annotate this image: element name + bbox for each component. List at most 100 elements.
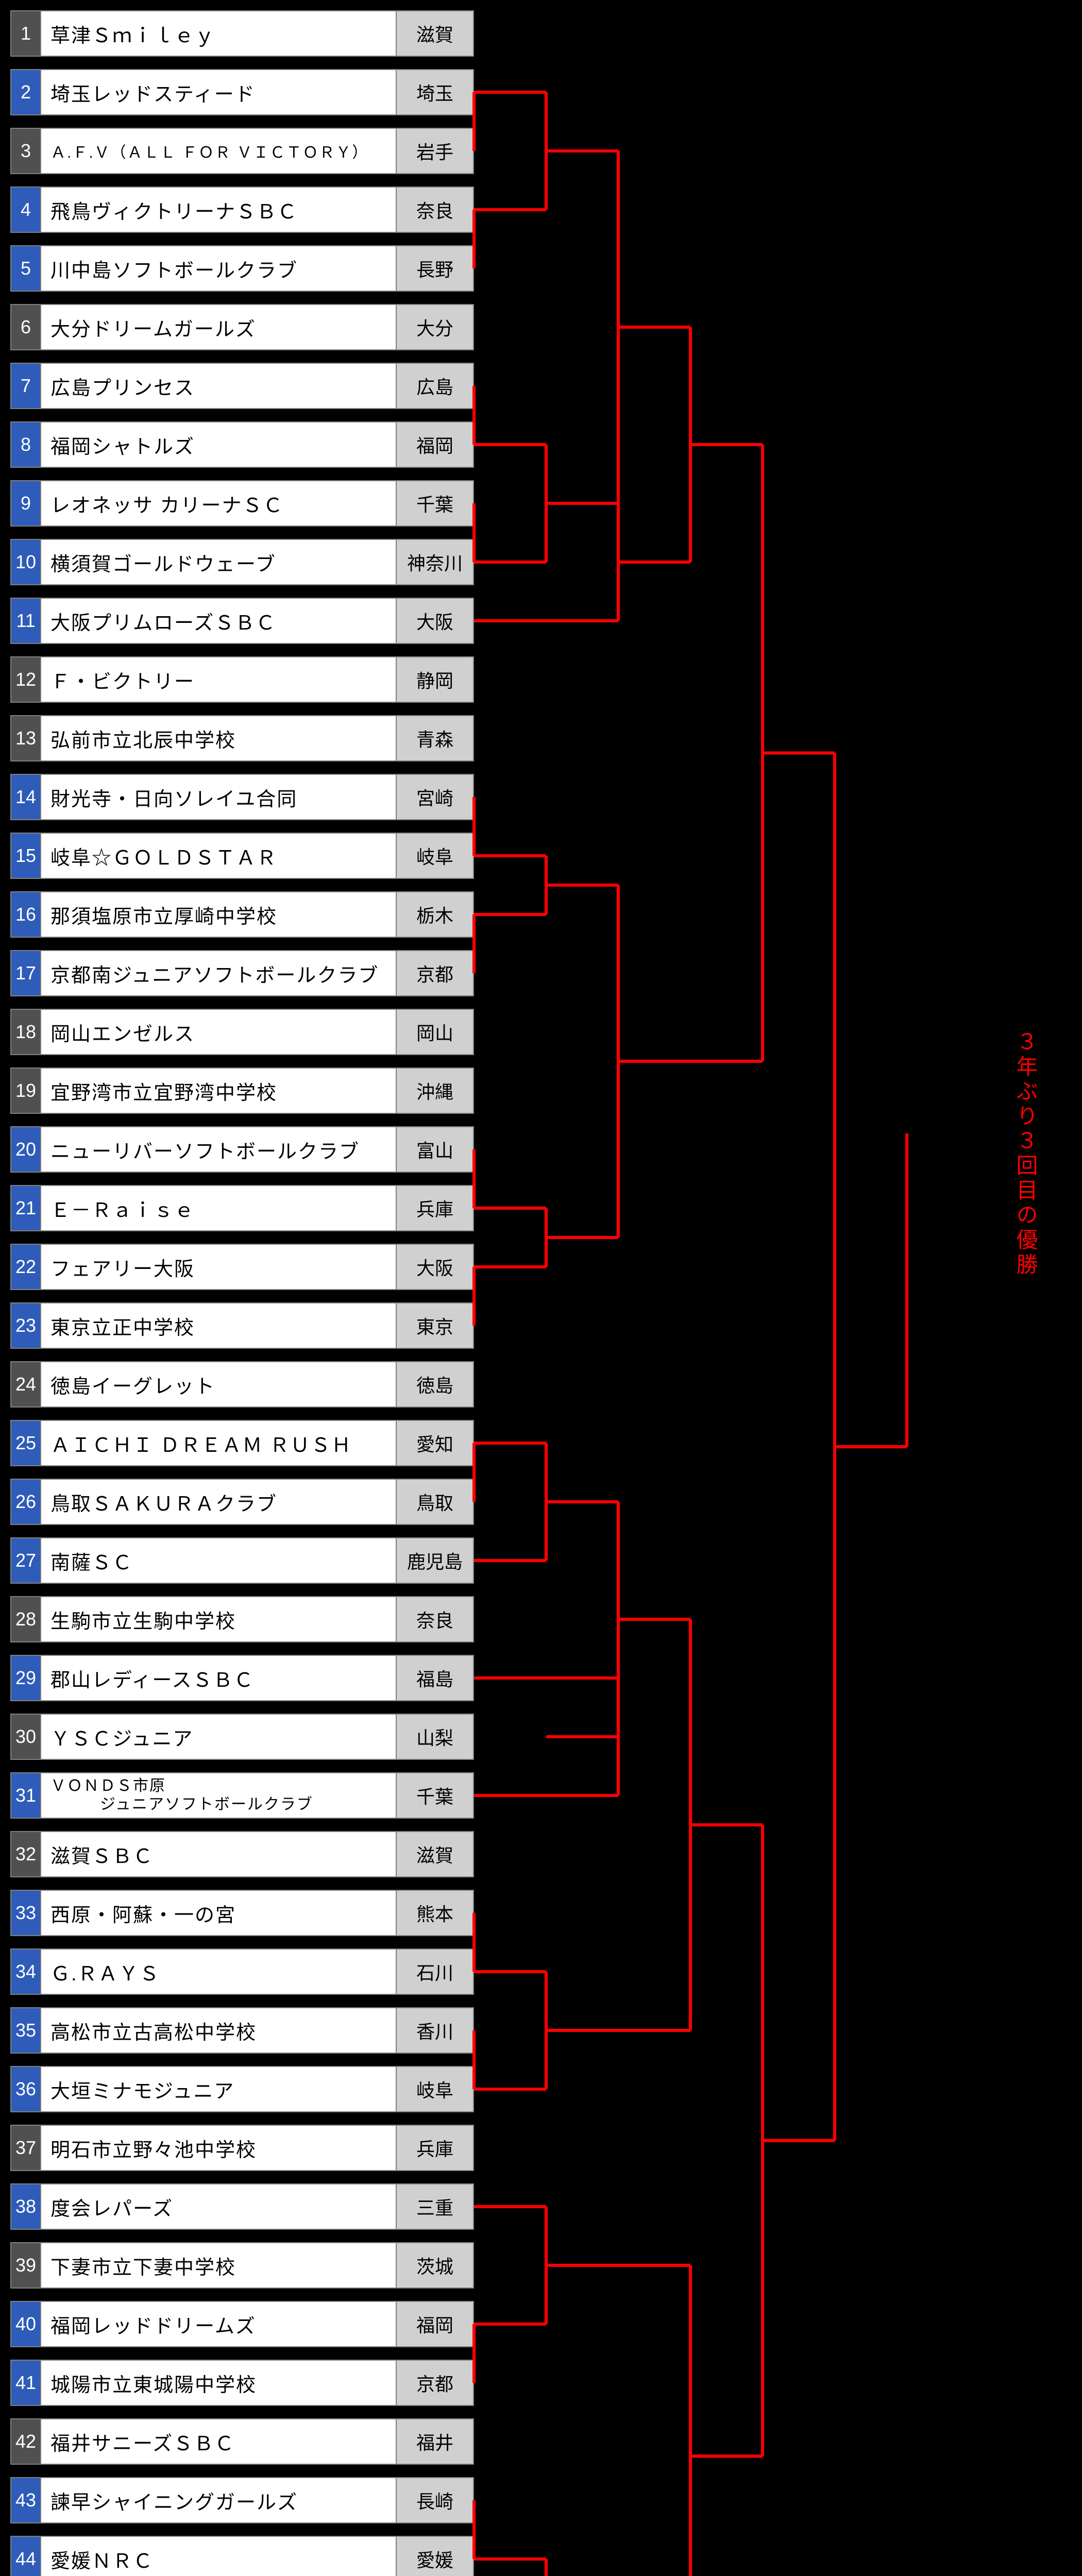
team-prefecture: 京都	[397, 950, 474, 996]
team-number: 44	[10, 2536, 41, 2576]
team-number: 37	[10, 2125, 41, 2171]
team-name: 生駒市立生駒中学校	[41, 1596, 397, 1642]
team-number: 2	[10, 69, 41, 115]
team-prefecture: 大阪	[397, 1244, 474, 1290]
team-prefecture: 滋賀	[397, 10, 474, 57]
team-name: 川中島ソフトボールクラブ	[41, 245, 397, 292]
team-prefecture: 愛媛	[397, 2536, 474, 2576]
team-name: 南薩ＳＣ	[41, 1537, 397, 1584]
team-row: 33西原・阿蘇・一の宮熊本	[10, 1890, 474, 1936]
team-name: ＶＯＮＤＳ市原 ジュニアソフトボールクラブ	[41, 1772, 397, 1819]
team-name: 広島プリンセス	[41, 363, 397, 409]
team-number: 36	[10, 2066, 41, 2112]
team-name: 郡山レディースＳＢＣ	[41, 1655, 397, 1701]
team-name: 下妻市立下妻中学校	[41, 2242, 397, 2289]
team-row: 3Ａ.Ｆ.Ｖ（ＡＬＬ ＦＯＲ ＶＩＣＴＯＲＹ）岩手	[10, 128, 474, 174]
team-row: 15岐阜☆ＧＯＬＤＳＴＡＲ岐阜	[10, 833, 474, 879]
team-row: 23東京立正中学校東京	[10, 1302, 474, 1349]
team-row: 13弘前市立北辰中学校青森	[10, 715, 474, 761]
team-name: 京都南ジュニアソフトボールクラブ	[41, 950, 397, 996]
team-number: 22	[10, 1244, 41, 1290]
team-name: レオネッサ カリーナＳＣ	[41, 480, 397, 527]
team-number: 3	[10, 128, 41, 174]
team-prefecture: 山梨	[397, 1714, 474, 1760]
team-number: 33	[10, 1890, 41, 1936]
team-number: 41	[10, 2360, 41, 2406]
team-number: 13	[10, 715, 41, 761]
team-number: 11	[10, 598, 41, 644]
team-row: 21Ｅ－Ｒａｉｓｅ兵庫	[10, 1185, 474, 1231]
team-number: 7	[10, 363, 41, 409]
team-name: 大垣ミナモジュニア	[41, 2066, 397, 2112]
team-row: 40福岡レッドドリームズ福岡	[10, 2301, 474, 2347]
team-row: 5川中島ソフトボールクラブ長野	[10, 245, 474, 292]
team-name: 大分ドリームガールズ	[41, 304, 397, 350]
team-name: 福岡シャトルズ	[41, 421, 397, 468]
team-name: 大阪プリムローズＳＢＣ	[41, 598, 397, 644]
team-prefecture: 奈良	[397, 187, 474, 233]
team-name: 徳島イーグレット	[41, 1361, 397, 1408]
team-prefecture: 大分	[397, 304, 474, 350]
team-number: 34	[10, 1948, 41, 1995]
team-name: フェアリー大阪	[41, 1244, 397, 1290]
team-prefecture: 青森	[397, 715, 474, 761]
team-row: 9レオネッサ カリーナＳＣ千葉	[10, 480, 474, 527]
team-prefecture: 長野	[397, 245, 474, 292]
team-number: 31	[10, 1772, 41, 1819]
team-row: 7広島プリンセス広島	[10, 363, 474, 409]
team-row: 42福井サニーズＳＢＣ福井	[10, 2418, 474, 2465]
team-row: 14財光寺・日向ソレイユ合同宮崎	[10, 774, 474, 820]
team-prefecture: 茨城	[397, 2242, 474, 2289]
team-number: 27	[10, 1537, 41, 1584]
team-number: 9	[10, 480, 41, 527]
team-name: ＡＩＣＨＩ ＤＲＥＡＭ ＲＵＳＨ	[41, 1420, 397, 1466]
team-number: 38	[10, 2183, 41, 2230]
team-number: 24	[10, 1361, 41, 1408]
team-prefecture: 岐阜	[397, 833, 474, 879]
team-name: 愛媛ＮＲＣ	[41, 2536, 397, 2576]
team-name: 高松市立古高松中学校	[41, 2007, 397, 2054]
team-prefecture: 兵庫	[397, 2125, 474, 2171]
team-row: 11大阪プリムローズＳＢＣ大阪	[10, 598, 474, 644]
team-row: 8福岡シャトルズ福岡	[10, 421, 474, 468]
team-name: 度会レパーズ	[41, 2183, 397, 2230]
team-name: 滋賀ＳＢＣ	[41, 1831, 397, 1877]
team-number: 10	[10, 539, 41, 585]
team-name: 明石市立野々池中学校	[41, 2125, 397, 2171]
team-prefecture: 京都	[397, 2360, 474, 2406]
team-row: 4飛鳥ヴィクトリーナＳＢＣ奈良	[10, 187, 474, 233]
team-prefecture: 奈良	[397, 1596, 474, 1642]
team-row: 18岡山エンゼルス岡山	[10, 1009, 474, 1055]
team-name: 飛鳥ヴィクトリーナＳＢＣ	[41, 187, 397, 233]
team-number: 30	[10, 1714, 41, 1760]
team-prefecture: 宮崎	[397, 774, 474, 820]
team-name: 西原・阿蘇・一の宮	[41, 1890, 397, 1936]
team-prefecture: 岡山	[397, 1009, 474, 1055]
team-number: 43	[10, 2477, 41, 2523]
team-name: Ａ.Ｆ.Ｖ（ＡＬＬ ＦＯＲ ＶＩＣＴＯＲＹ）	[41, 128, 397, 174]
team-prefecture: 鹿児島	[397, 1537, 474, 1584]
team-number: 19	[10, 1067, 41, 1114]
team-prefecture: 千葉	[397, 480, 474, 527]
team-row: 25ＡＩＣＨＩ ＤＲＥＡＭ ＲＵＳＨ愛知	[10, 1420, 474, 1466]
team-number: 15	[10, 833, 41, 879]
team-name: 埼玉レッドスティード	[41, 69, 397, 115]
team-prefecture: 福岡	[397, 421, 474, 468]
team-prefecture: 香川	[397, 2007, 474, 2054]
team-row: 35高松市立古高松中学校香川	[10, 2007, 474, 2054]
team-row: 1草津Ｓｍｉｌｅｙ滋賀	[10, 10, 474, 57]
team-number: 1	[10, 10, 41, 57]
team-prefecture: 福井	[397, 2418, 474, 2465]
team-name: 岐阜☆ＧＯＬＤＳＴＡＲ	[41, 833, 397, 879]
team-row: 41城陽市立東城陽中学校京都	[10, 2360, 474, 2406]
team-prefecture: 富山	[397, 1126, 474, 1173]
team-row: 27南薩ＳＣ鹿児島	[10, 1537, 474, 1584]
team-row: 12Ｆ・ビクトリー静岡	[10, 656, 474, 703]
winner-caption: ３年ぶり３回目の優勝	[1010, 1030, 1041, 1278]
team-name: Ｅ－Ｒａｉｓｅ	[41, 1185, 397, 1231]
team-number: 18	[10, 1009, 41, 1055]
team-prefecture: 埼玉	[397, 69, 474, 115]
team-name: Ｆ・ビクトリー	[41, 656, 397, 703]
team-row: 24徳島イーグレット徳島	[10, 1361, 474, 1408]
team-number: 23	[10, 1302, 41, 1349]
